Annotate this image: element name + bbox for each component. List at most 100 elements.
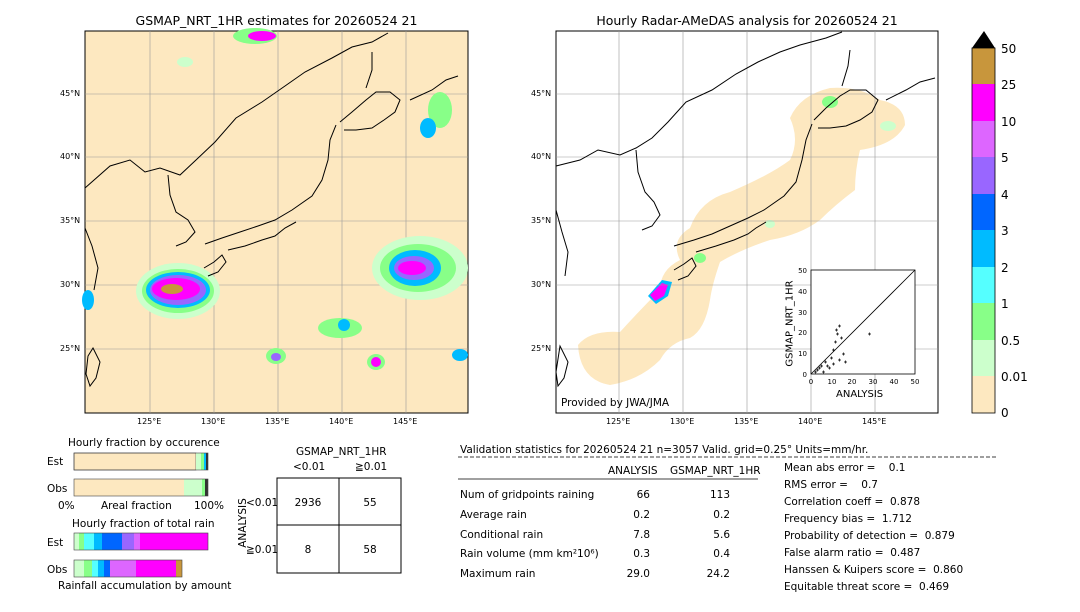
cbar-label-0-01: 0.01 (1001, 370, 1028, 384)
contingency-row2: ≧0.01 (246, 544, 279, 556)
contingency-col1: <0.01 (293, 461, 326, 473)
score-correlation: Correlation coeff = 0.878 (784, 496, 920, 508)
contingency-row1: <0.01 (246, 497, 279, 509)
score-hk: Hanssen & Kuipers score = 0.860 (784, 564, 964, 576)
total-rain-est-label: Est (47, 537, 64, 549)
rain-area-west (82, 263, 220, 319)
right-lon-145: 145°E (862, 417, 887, 426)
contingency-cell-miss: 8 (304, 544, 312, 556)
contingency-grid (276, 477, 402, 574)
stat-row-analysis: 29.0 (626, 568, 650, 580)
colorbar (971, 31, 996, 414)
left-lon-125: 125°E (137, 417, 162, 426)
left-map-title: GSMAP_NRT_1HR estimates for 20260524 21 (135, 13, 418, 28)
validation-col-gsmap: GSMAP_NRT_1HR (670, 465, 761, 477)
right-map-title: Hourly Radar-AMeDAS analysis for 2026052… (596, 13, 898, 28)
scatter-xtick-10: 10 (828, 378, 837, 386)
score-pod: Probability of detection = 0.879 (784, 530, 955, 542)
occurrence-title: Hourly fraction by occurence (68, 437, 220, 449)
right-lat-45: 45°N (531, 89, 552, 98)
scatter-xtick-50: 50 (911, 378, 920, 386)
left-lon-145: 145°E (393, 417, 418, 426)
occurrence-x-left: 0% (58, 500, 75, 512)
right-lon-130: 130°E (670, 417, 695, 426)
stat-row-label: Num of gridpoints raining (460, 489, 595, 501)
right-lon-135: 135°E (734, 417, 759, 426)
left-lat-30: 30°N (60, 280, 81, 289)
score-mae: Mean abs error = 0.1 (784, 462, 906, 474)
stat-row-label: Maximum rain (460, 568, 536, 580)
scatter-ytick-40: 40 (798, 288, 807, 296)
scatter-inset: 0 10 20 30 40 50 0 10 20 30 40 50 (798, 267, 920, 386)
score-frequency-bias: Frequency bias = 1.712 (784, 513, 912, 525)
stat-row-gsmap: 113 (709, 489, 730, 501)
stat-row-analysis: 66 (636, 489, 650, 501)
right-lon-140: 140°E (798, 417, 823, 426)
scatter-xtick-0: 0 (809, 378, 813, 386)
scatter-ytick-30: 30 (798, 309, 807, 317)
stat-row-gsmap: 5.6 (713, 529, 730, 541)
scatter-xtick-30: 30 (869, 378, 878, 386)
cbar-label-0: 0 (1001, 406, 1009, 420)
left-lat-25: 25°N (60, 344, 81, 353)
scatter-ytick-20: 20 (798, 329, 807, 337)
stat-row-label: Conditional rain (460, 529, 544, 541)
contingency-cell-false-alarm: 55 (363, 497, 377, 509)
right-lat-40: 40°N (531, 152, 552, 161)
occurrence-est-label: Est (47, 456, 64, 468)
scatter-ylabel: GSMAP_NRT_1HR (784, 280, 796, 367)
validation-col-analysis: ANALYSIS (608, 465, 658, 477)
right-lat-25: 25°N (531, 344, 552, 353)
left-lat-40: 40°N (60, 152, 81, 161)
validation-header: Validation statistics for 20260524 21 n=… (460, 444, 869, 456)
cbar-label-25: 25 (1001, 78, 1017, 92)
scatter-xtick-40: 40 (890, 378, 899, 386)
stat-row-label: Rain volume (mm km²10⁶) (460, 548, 599, 560)
occurrence-obs-label: Obs (47, 483, 68, 495)
occurrence-x-mid: Areal fraction (101, 500, 172, 512)
contingency-header: GSMAP_NRT_1HR (296, 446, 387, 458)
occurrence-bars (73, 452, 209, 497)
scatter-xtick-20: 20 (848, 378, 857, 386)
cbar-label-50: 50 (1001, 42, 1017, 56)
scatter-ytick-10: 10 (798, 350, 807, 358)
left-lon-135: 135°E (265, 417, 290, 426)
provider-credit: Provided by JWA/JMA (561, 397, 670, 409)
scatter-points (814, 324, 871, 374)
occurrence-x-right: 100% (194, 500, 225, 512)
scatter-ytick-50: 50 (798, 267, 807, 275)
left-lon-140: 140°E (329, 417, 354, 426)
stat-row-label: Average rain (460, 509, 527, 521)
cbar-label-0-5: 0.5 (1001, 334, 1021, 348)
cbar-label-1: 1 (1001, 297, 1009, 311)
rain-area-east (177, 28, 468, 370)
total-rain-title: Hourly fraction of total rain (72, 518, 215, 530)
stat-row-analysis: 0.2 (633, 509, 650, 521)
right-lat-30: 30°N (531, 280, 552, 289)
right-coastline (555, 31, 936, 388)
contingency-col2: ≧0.01 (355, 461, 388, 473)
left-map (82, 28, 469, 414)
total-rain-obs-label: Obs (47, 564, 68, 576)
validation-rules (458, 456, 996, 480)
cbar-label-4: 4 (1001, 188, 1009, 202)
cbar-label-10: 10 (1001, 115, 1017, 129)
score-rmse: RMS error = 0.7 (784, 479, 878, 491)
contingency-cell-hit: 58 (363, 544, 377, 556)
cbar-label-3: 3 (1001, 224, 1009, 238)
scatter-xlabel: ANALYSIS (836, 389, 884, 400)
stat-row-gsmap: 0.2 (713, 509, 730, 521)
right-lat-35: 35°N (531, 216, 552, 225)
radar-rain (648, 96, 896, 304)
cbar-label-5: 5 (1001, 151, 1009, 165)
cbar-label-2: 2 (1001, 261, 1009, 275)
total-rain-footer: Rainfall accumulation by amount (58, 580, 232, 592)
left-lat-45: 45°N (60, 89, 81, 98)
left-lon-130: 130°E (201, 417, 226, 426)
score-far: False alarm ratio = 0.487 (784, 547, 921, 559)
left-lat-35: 35°N (60, 216, 81, 225)
contingency-cell-hit-none: 2936 (294, 497, 322, 509)
stat-row-gsmap: 24.2 (706, 568, 730, 580)
total-rain-bars (73, 532, 209, 578)
stat-row-analysis: 0.3 (633, 548, 650, 560)
